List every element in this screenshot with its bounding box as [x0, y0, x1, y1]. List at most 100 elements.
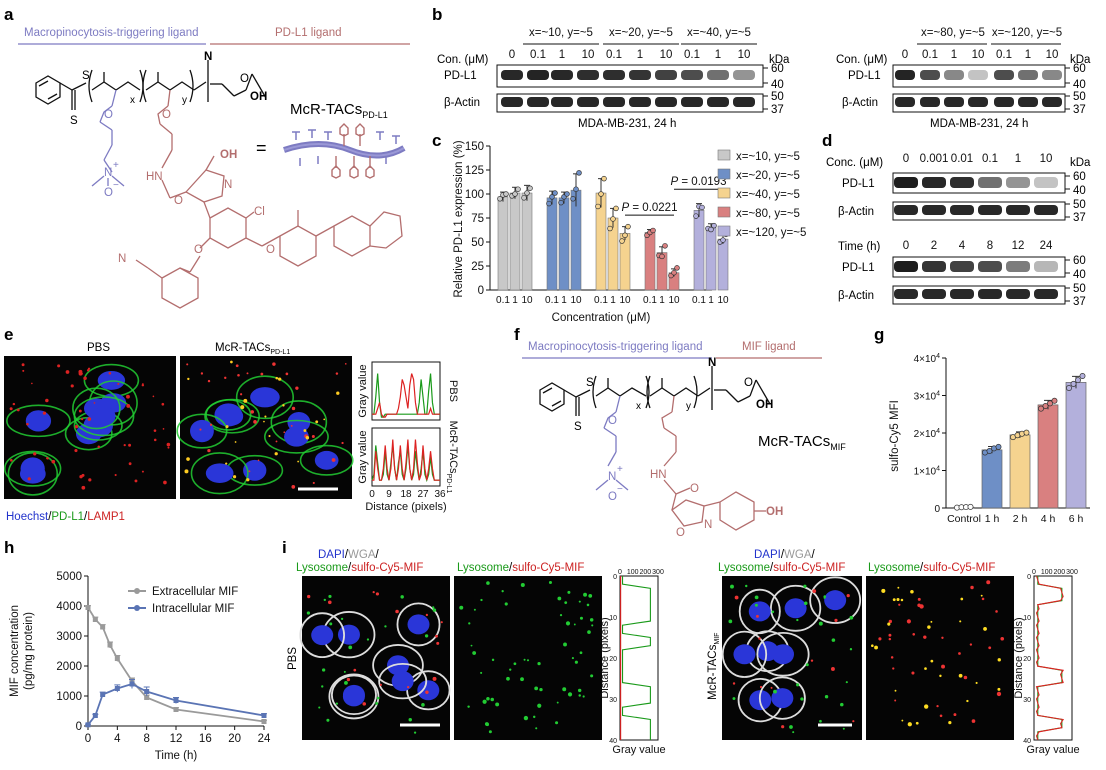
legend-label: Intracellular MIF [152, 603, 234, 615]
cell-nucleus [214, 403, 243, 427]
profile-red [372, 439, 440, 481]
cell-nucleus [314, 450, 339, 470]
puncta [988, 646, 992, 650]
bar [1065, 382, 1087, 509]
puncta [894, 689, 897, 692]
band-pdl1 [527, 70, 549, 80]
puncta [941, 664, 945, 669]
puncta [312, 481, 315, 485]
y-tick-label: 0 [934, 504, 940, 515]
y-tick-label: 40 [1023, 738, 1031, 745]
puncta [980, 594, 983, 597]
puncta [969, 643, 973, 646]
puncta [335, 702, 339, 705]
band-actin [944, 97, 964, 107]
puncta [480, 598, 483, 602]
svg-text:40: 40 [1073, 269, 1086, 281]
compound-name-mif: McR-TACsMIF [758, 433, 846, 452]
svg-text:O: O [266, 244, 275, 256]
puncta [235, 364, 239, 368]
line-profile-plot [619, 575, 659, 741]
profile-red [372, 373, 440, 418]
row-label-actin-d2: β-Actin [838, 290, 874, 302]
chart-h: 0 1000 2000 3000 4000 5000 0 4 8 12 16 20 24 MIF conc… [9, 571, 271, 762]
svg-text:−: − [617, 484, 623, 495]
row-label-pdl1-right: PD-L1 [848, 70, 881, 82]
puncta [513, 662, 517, 666]
segment-label-pdl1: PD-L1 ligand [275, 27, 341, 39]
y-tick-label: 30 [609, 697, 617, 704]
puncta [796, 618, 799, 622]
band-pdl1 [944, 70, 964, 80]
svg-text:O: O [676, 527, 685, 539]
puncta [264, 415, 267, 418]
y-tick-label: 125 [465, 165, 484, 177]
svg-text:60: 60 [1073, 63, 1086, 75]
legend-label: x=~80, y=~5 [736, 208, 800, 220]
cell-membrane [3, 450, 62, 487]
x-tick-label: 36 [434, 489, 446, 500]
lane-label: 0.1 [996, 49, 1012, 61]
legend-label: x=~10, y=~5 [736, 151, 800, 163]
data-point [607, 225, 613, 232]
puncta [975, 681, 978, 685]
lane-label: 0 [903, 240, 909, 252]
puncta [539, 687, 543, 692]
puncta [435, 634, 438, 638]
y-tick-label: 30 [1023, 697, 1031, 704]
svg-text:37: 37 [1073, 104, 1086, 116]
band-pdl1 [994, 70, 1014, 80]
y-tick-label: 0 [1027, 574, 1031, 581]
puncta [557, 596, 562, 601]
data-point [598, 191, 604, 197]
puncta [152, 395, 155, 398]
puncta [275, 376, 279, 380]
puncta [161, 402, 165, 406]
data-point [995, 443, 1002, 450]
lane-label: 0.1 [982, 153, 998, 165]
x-tick-label: 18 [400, 489, 412, 500]
x-tick-label: 1 [659, 295, 665, 306]
puncta [224, 376, 227, 380]
x-tick-label: 9 [386, 489, 392, 500]
puncta [491, 658, 495, 662]
cell-membrane [328, 673, 380, 720]
panel-letter-b: b [432, 5, 442, 24]
lane-label: 0.01 [951, 153, 973, 165]
stain-legend-i3-line1: DAPI/WGA/ [754, 549, 816, 561]
stain-legend-i1-line2: Lysosome/sulfo-Cy5-MIF [296, 562, 423, 574]
plot-side-label: PBS [447, 380, 459, 402]
puncta [803, 584, 807, 588]
cell-membrane [7, 452, 59, 496]
puncta [467, 705, 470, 708]
data-point [708, 226, 714, 233]
svg-text:O: O [162, 109, 171, 121]
data-point [573, 186, 579, 192]
bar [1009, 434, 1031, 509]
y-tick-label: 100 [465, 189, 484, 201]
puncta [268, 434, 271, 438]
puncta [46, 457, 49, 460]
band-pdl1 [655, 70, 677, 80]
puncta [758, 637, 761, 640]
band-pdl1 [922, 261, 946, 272]
stain-legend-i1-line1: DAPI/WGA/ [318, 549, 380, 561]
data-point [144, 695, 150, 700]
puncta [888, 619, 892, 624]
caption-right: MDA-MB-231, 24 h [930, 118, 1028, 130]
puncta [341, 441, 344, 445]
svg-text:S: S [70, 115, 78, 127]
puncta [246, 478, 250, 482]
data-point [967, 503, 974, 510]
y-tick-label: 150 [465, 141, 484, 153]
puncta [771, 610, 775, 614]
data-point [129, 681, 135, 687]
data-point [497, 196, 503, 202]
band-actin [1006, 205, 1030, 215]
cell-nucleus [205, 463, 234, 484]
puncta [253, 420, 257, 424]
row-label-actin-d1: β-Actin [838, 206, 874, 218]
panel-b: b x=~10, y=~5 x=~20, y=~5 x=~40, y=~5 x=~8… [432, 5, 1091, 130]
x-tick-label: Control [947, 513, 981, 525]
